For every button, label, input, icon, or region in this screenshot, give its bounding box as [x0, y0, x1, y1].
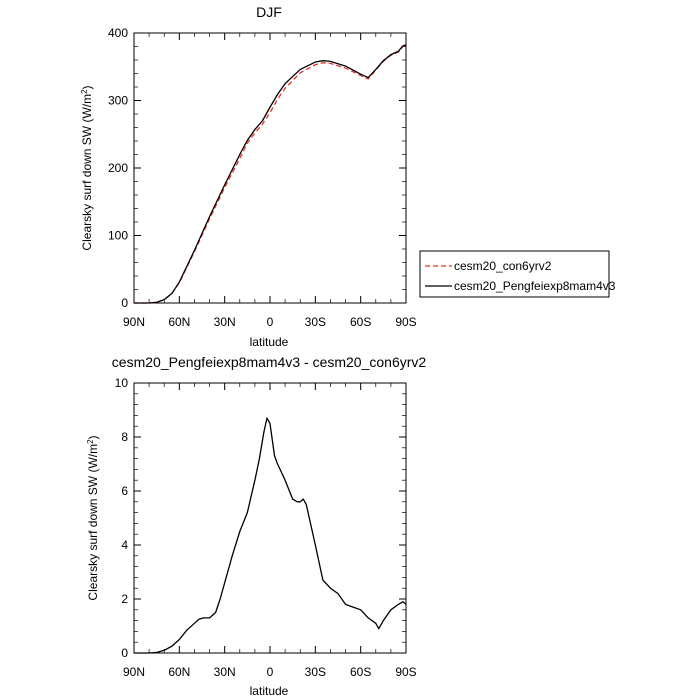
- bottom-x-tick-labels: 90N 60N 30N 0 30S 60S 90S: [123, 665, 417, 679]
- y-tick-label: 8: [121, 430, 128, 444]
- y-tick-label: 2: [121, 592, 128, 606]
- bottom-ticks: [133, 382, 407, 654]
- x-tick-label: 90N: [123, 665, 145, 679]
- y-tick-label: 0: [121, 296, 128, 310]
- top-series-group: [134, 44, 407, 304]
- x-tick-label: 30N: [214, 665, 236, 679]
- x-tick-label: 30S: [305, 665, 326, 679]
- x-tick-label: 60S: [350, 315, 371, 329]
- x-tick-label: 0: [267, 315, 274, 329]
- bottom-x-axis-label: latitude: [250, 684, 289, 698]
- top-plot-frame: [133, 32, 407, 304]
- bottom-y-axis-label: Clearsky surf down SW (W/m2): [86, 435, 100, 600]
- y-tick-label: 4: [121, 538, 128, 552]
- x-tick-label: 0: [267, 665, 274, 679]
- series-line-difference: [134, 417, 407, 654]
- bottom-panel: cesm20_Pengfeiexp8mam4v3 - cesm20_con6yr…: [86, 354, 426, 698]
- x-tick-label: 90N: [123, 315, 145, 329]
- legend-label-pengfei: cesm20_Pengfeiexp8mam4v3: [454, 279, 616, 293]
- top-title: DJF: [256, 4, 282, 20]
- y-tick-label: 400: [108, 26, 128, 40]
- legend-box: [419, 250, 610, 298]
- x-tick-label: 60N: [168, 665, 190, 679]
- legend-label-con6yrv2: cesm20_con6yrv2: [454, 259, 552, 273]
- x-tick-label: 90S: [395, 315, 416, 329]
- top-panel: DJF 0 100 200 300 400 90N 60N 30N 0 30S 60S 90S la…: [80, 4, 417, 349]
- x-tick-label: 30N: [214, 315, 236, 329]
- y-tick-label: 10: [115, 376, 129, 390]
- x-tick-label: 60S: [350, 665, 371, 679]
- y-tick-label: 6: [121, 484, 128, 498]
- legend: cesm20_con6yrv2 cesm20_Pengfeiexp8mam4v3: [419, 250, 616, 298]
- y-tick-label: 0: [121, 646, 128, 660]
- y-tick-label: 300: [108, 94, 128, 108]
- bottom-series-group: [134, 417, 407, 654]
- top-y-axis-label: Clearsky surf down SW (W/m2): [80, 85, 94, 250]
- y-tick-label: 100: [108, 229, 128, 243]
- x-tick-label: 90S: [395, 665, 416, 679]
- top-ticks: [133, 32, 407, 304]
- y-tick-label: 200: [108, 161, 128, 175]
- top-x-tick-labels: 90N 60N 30N 0 30S 60S 90S: [123, 315, 417, 329]
- series-line-cesm20_con6yrv2: [134, 45, 407, 304]
- x-tick-label: 60N: [168, 315, 190, 329]
- series-line-cesm20_Pengfeiexp8mam4v3: [134, 44, 407, 304]
- bottom-y-tick-labels: 0 2 4 6 8 10: [115, 376, 129, 660]
- top-x-axis-label: latitude: [250, 335, 289, 349]
- top-y-tick-labels: 0 100 200 300 400: [108, 26, 128, 310]
- bottom-title: cesm20_Pengfeiexp8mam4v3 - cesm20_con6yr…: [112, 354, 427, 370]
- x-tick-label: 30S: [305, 315, 326, 329]
